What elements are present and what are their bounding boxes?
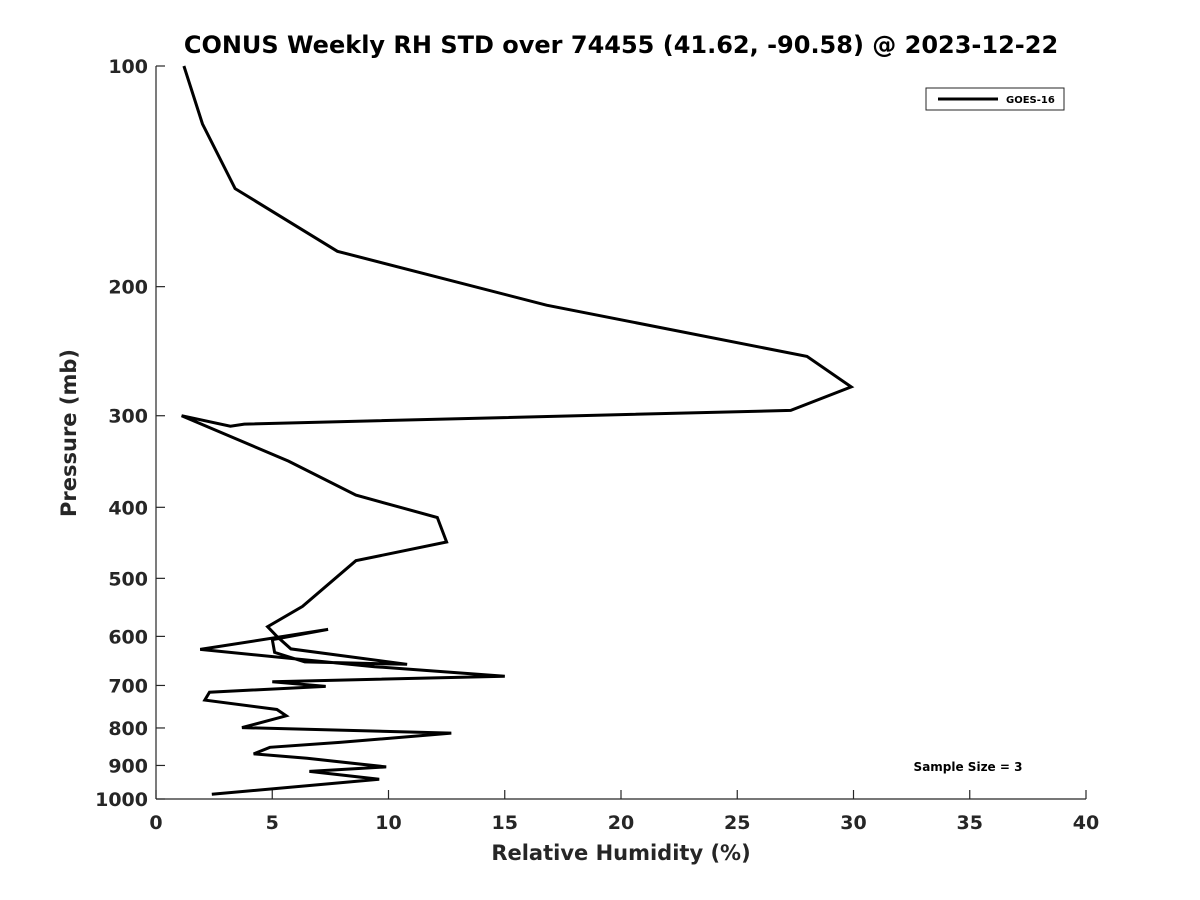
x-ticks: 0 5 10 15 20 25 30 35 40 (149, 790, 1099, 834)
legend: GOES-16 (925, 87, 1065, 111)
y-tick-label: 700 (108, 675, 148, 697)
x-tick-label: 20 (608, 812, 634, 834)
x-tick-label: 35 (957, 812, 983, 834)
x-tick-label: 5 (266, 812, 279, 834)
y-tick-label: 900 (108, 755, 148, 777)
y-ticks: 100 200 300 400 500 600 700 800 900 1000 (95, 56, 165, 811)
x-tick-label: 40 (1073, 812, 1099, 834)
x-tick-label: 15 (492, 812, 518, 834)
x-axis-label: Relative Humidity (%) (491, 841, 750, 865)
y-tick-label: 300 (108, 406, 148, 428)
series-group (181, 65, 855, 796)
y-tick-label: 800 (108, 718, 148, 740)
y-tick-label: 500 (108, 568, 148, 590)
sample-size-annotation: Sample Size = 3 (914, 760, 1023, 774)
y-tick-label: 600 (108, 626, 148, 648)
y-tick-label: 200 (108, 277, 148, 299)
y-tick-label: 1000 (95, 789, 148, 811)
x-tick-label: 10 (375, 812, 401, 834)
chart-title: CONUS Weekly RH STD over 74455 (41.62, -… (184, 31, 1058, 59)
y-tick-label: 100 (108, 56, 148, 78)
legend-label: GOES-16 (1006, 95, 1055, 106)
y-tick-label: 400 (108, 497, 148, 519)
y-axis-label: Pressure (mb) (57, 349, 81, 517)
x-tick-label: 25 (724, 812, 750, 834)
x-tick-label: 30 (840, 812, 866, 834)
series-line-goes-16 (181, 65, 855, 796)
x-tick-label: 0 (149, 812, 162, 834)
